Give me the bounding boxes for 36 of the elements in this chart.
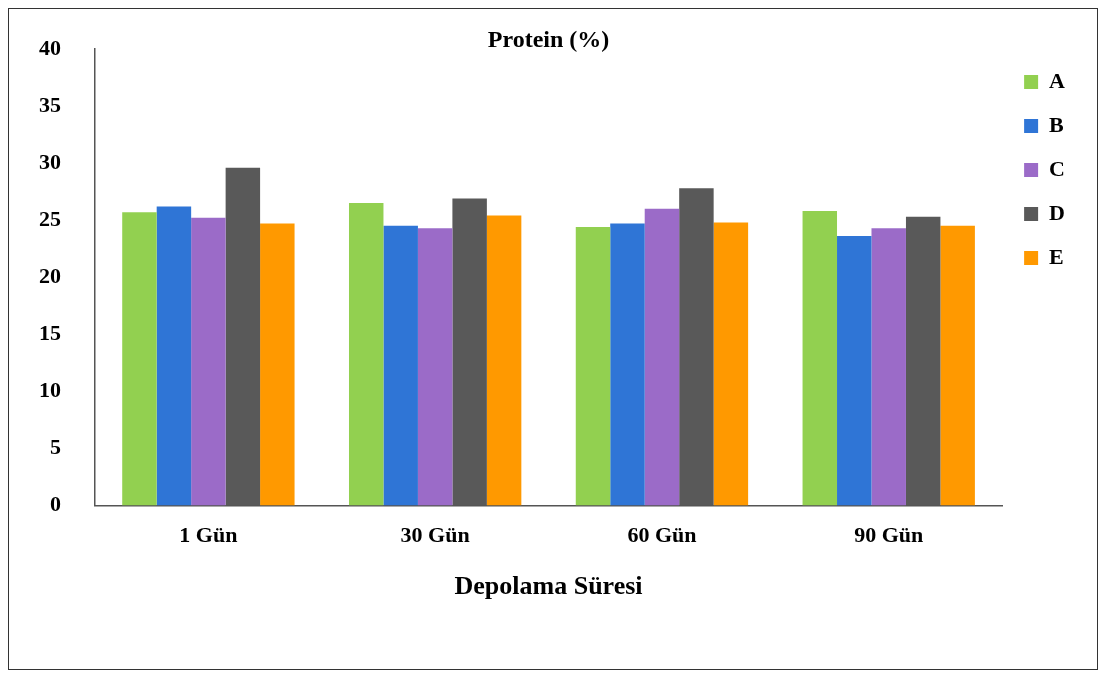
x-tick-label: 90 Gün <box>854 522 924 548</box>
x-tick-label: 1 Gün <box>179 522 238 548</box>
legend-label: C <box>1049 155 1065 181</box>
bar <box>610 223 645 506</box>
y-tick-label: 25 <box>39 205 61 231</box>
y-tick-label: 5 <box>50 434 61 460</box>
legend-label: E <box>1049 243 1064 269</box>
y-tick-label: 40 <box>39 34 61 60</box>
bar <box>260 223 295 506</box>
bar <box>156 206 192 506</box>
legend-label: B <box>1049 111 1065 137</box>
bar <box>417 228 453 506</box>
bar <box>191 217 226 506</box>
legend-label: D <box>1049 199 1065 225</box>
y-tick-label: 10 <box>39 376 61 402</box>
bar <box>575 227 611 506</box>
bar <box>871 228 906 506</box>
bar <box>383 225 418 506</box>
bar <box>940 225 975 506</box>
bar <box>644 208 680 506</box>
bar <box>486 215 522 506</box>
bar <box>837 236 872 506</box>
chart-title: Protein (%) <box>487 26 610 53</box>
bar <box>802 211 838 506</box>
x-tick-label: 30 Gün <box>400 522 470 548</box>
y-tick-label: 15 <box>39 319 61 345</box>
x-tick-label: 60 Gün <box>627 522 697 548</box>
x-axis-title: Depolama Süresi <box>454 571 643 601</box>
bar <box>348 203 384 506</box>
bar <box>713 222 749 506</box>
legend-label: A <box>1049 67 1066 93</box>
y-tick-label: 0 <box>50 491 61 517</box>
y-tick-label: 35 <box>39 91 61 117</box>
y-tick-label: 20 <box>39 262 61 288</box>
y-tick-label: 30 <box>39 148 61 174</box>
bar <box>122 212 157 506</box>
